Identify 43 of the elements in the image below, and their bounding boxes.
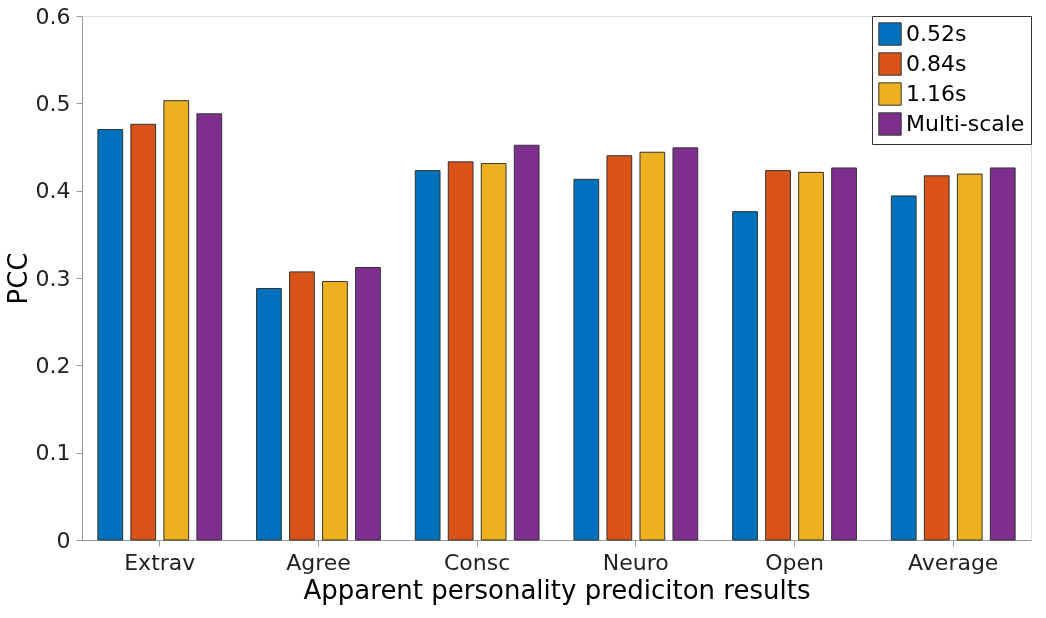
bar [606,155,633,541]
x-axis-title: Apparent personality prediciton results [303,574,811,605]
y-tick-label: 0.5 [35,90,71,116]
bar [130,123,157,541]
bar [289,271,315,541]
bar [256,287,282,541]
bar [163,100,190,541]
legend-label: 0.84s [906,51,967,76]
x-tick-label: Open [765,549,824,575]
bar [480,163,507,541]
x-tick-label: Neuro [602,549,669,575]
bar [765,170,791,541]
bar [322,280,348,541]
bar [989,167,1016,541]
bar [890,195,917,541]
bar [639,151,666,541]
bar [573,178,600,541]
y-axis-title: PCC [2,252,33,305]
bar [672,147,699,541]
bar [956,173,983,541]
y-tick-label: 0.2 [35,352,71,378]
x-tick-label: Consc [443,549,511,575]
y-tick-label: 0.1 [35,440,71,466]
bar [414,170,441,541]
bar [798,171,824,541]
bar [923,175,950,541]
x-tick-label: Average [908,549,999,575]
y-tick-label: 0.6 [35,3,71,29]
bar [355,267,381,541]
bar [831,167,857,541]
x-tick-label: Extrav [124,549,196,575]
bar [447,161,474,541]
bar [732,211,758,541]
y-tick-label: 0.4 [35,178,71,204]
bar [97,129,124,541]
y-tick-label: 0.3 [35,265,71,291]
legend-label: 1.16s [906,81,967,106]
legend-label: 0.52s [906,21,967,46]
legend-label: Multi-scale [906,111,1025,136]
x-tick-label: Agree [286,549,351,575]
y-tick-label: 0 [56,527,71,553]
bar [513,144,540,541]
bar [196,113,223,541]
